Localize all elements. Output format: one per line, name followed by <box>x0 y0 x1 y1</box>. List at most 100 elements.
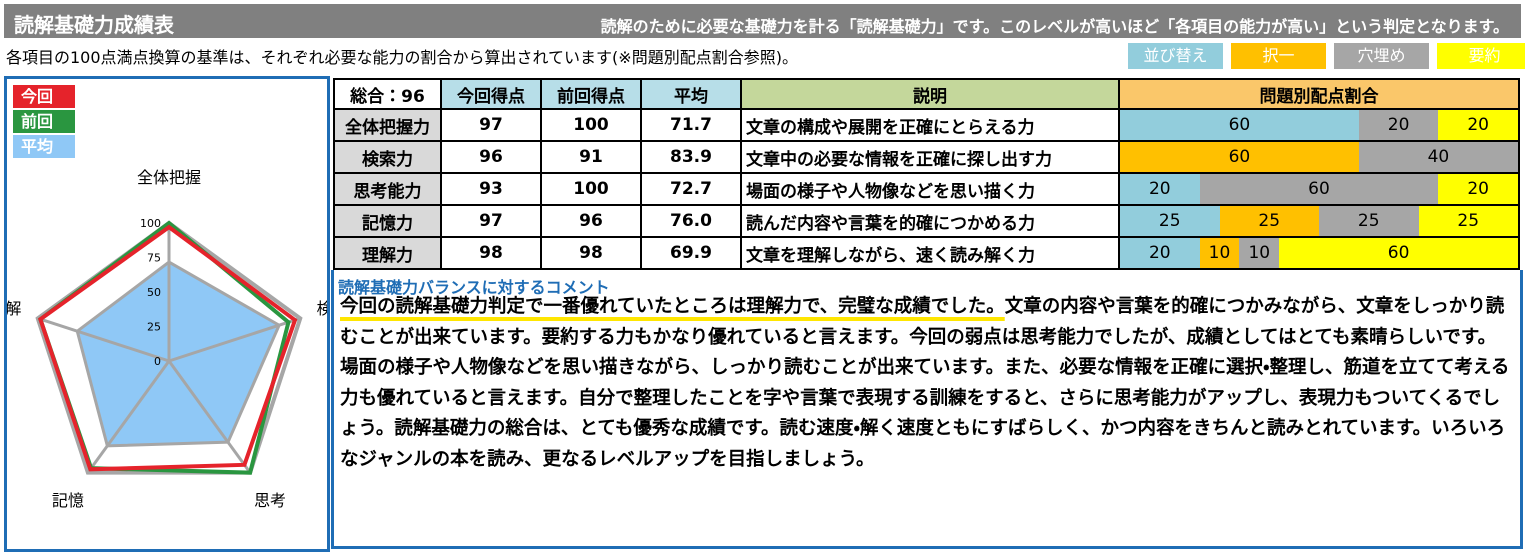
average-score: 71.7 <box>640 108 742 142</box>
average-score: 72.7 <box>640 172 742 206</box>
header-description: 読解のために必要な基礎力を計る「読解基礎力」です。このレベルが高いほど「各項目の… <box>600 17 1509 36</box>
current-score: 97 <box>440 108 542 142</box>
question-type-legend: 並び替え 択一 穴埋め 要約 <box>1128 43 1525 69</box>
comment-panel <box>331 270 1523 549</box>
segment: 20 <box>1120 238 1200 268</box>
legend-swatch <box>13 85 75 108</box>
table-row: 思考能力 93 100 72.7 場面の様子や人物像などを思い描く力 20 60 20 <box>333 172 1520 206</box>
question-type: 穴埋め <box>1334 43 1429 69</box>
spoke <box>37 316 170 363</box>
table-row: 検索力 96 91 83.9 文章中の必要な情報を正確に探し出す力 60 40 <box>333 140 1520 174</box>
legend-swatch <box>13 110 75 133</box>
distribution-bar: 60 40 <box>1120 142 1518 172</box>
total-score: 総合：96 <box>333 78 442 110</box>
description: 文章を理解しながら、速く読み解く力 <box>740 236 1120 270</box>
r-tick-label: 25 <box>147 321 161 334</box>
legend-label: 前回 <box>21 112 53 131</box>
description: 文章中の必要な情報を正確に探し出す力 <box>740 140 1120 174</box>
segment: 25 <box>1219 206 1319 236</box>
table-row: 全体把握力 97 100 71.7 文章の構成や展開を正確にとらえる力 60 20 20 <box>333 108 1520 142</box>
score-table: 総合：96 今回得点 前回得点 平均 説明 問題別配点割合 全体把握力 97 100 71.7 文章… <box>333 78 1520 270</box>
axis-label: 思考 <box>254 491 286 510</box>
spoke <box>168 316 301 363</box>
previous-score: 98 <box>540 236 642 270</box>
row-label: 全体把握力 <box>333 108 442 142</box>
column-header: 問題別配点割合 <box>1118 78 1520 110</box>
question-type: 要約 <box>1437 43 1525 69</box>
comment-title: 読解基礎力バランスに対するコメント <box>338 278 610 297</box>
question-type: 並び替え <box>1128 43 1223 69</box>
header-row: 総合：96 今回得点 前回得点 平均 説明 問題別配点割合 <box>333 78 1520 110</box>
r-tick-label: 75 <box>147 252 161 265</box>
note: 各項目の100点満点換算の基準は、それぞれ必要な能力の割合から算出されています(… <box>6 48 798 67</box>
distribution-bar: 25 25 25 25 <box>1120 206 1518 236</box>
segment: 25 <box>1418 206 1518 236</box>
legend-label: 平均 <box>21 137 53 156</box>
series-line <box>38 224 298 472</box>
row-label: 思考能力 <box>333 172 442 206</box>
legend-swatch <box>13 135 75 158</box>
segment: 20 <box>1438 110 1518 140</box>
legend-label: 今回 <box>21 87 53 106</box>
comment-highlight: 今回の読解基礎力判定で一番優れていたところは理解力で、完璧な成績でした。 <box>340 296 1005 317</box>
comment-text: 文章の内容や言葉を的確につかみながら、文章をしっかり読むことが出来ています。要約… <box>340 296 1510 470</box>
row-label: 検索力 <box>333 140 442 174</box>
segment: 20 <box>1120 174 1200 204</box>
r-tick-label: 0 <box>154 355 161 368</box>
header-bar: 読解基礎力成績表 読解のために必要な基礎力を計る「読解基礎力」です。このレベルが… <box>4 4 1521 38</box>
axis-label: 検索 <box>317 299 327 318</box>
segment: 10 <box>1199 238 1240 268</box>
r-tick-label: 50 <box>147 286 161 299</box>
page-title: 読解基礎力成績表 <box>14 13 174 37</box>
segment: 10 <box>1239 238 1280 268</box>
segment: 60 <box>1120 142 1359 172</box>
axis-label: 記憶 <box>52 491 84 510</box>
distribution: 20 60 20 <box>1118 172 1520 206</box>
row-label: 記憶力 <box>333 204 442 238</box>
description: 読んだ内容や言葉を的確につかめる力 <box>740 204 1120 238</box>
table-row: 記憶力 97 96 76.0 読んだ内容や言葉を的確につかめる力 25 25 25 25 <box>333 204 1520 238</box>
r-tick-label: 100 <box>140 217 161 230</box>
row-label: 理解力 <box>333 236 442 270</box>
distribution: 20 10 10 60 <box>1118 236 1520 270</box>
series-area <box>75 260 282 448</box>
segment: 40 <box>1358 142 1518 172</box>
axis-label: 全体把握 <box>137 168 201 187</box>
distribution: 60 40 <box>1118 140 1520 174</box>
segment: 25 <box>1120 206 1220 236</box>
segment: 20 <box>1438 174 1518 204</box>
description: 文章の構成や展開を正確にとらえる力 <box>740 108 1120 142</box>
previous-score: 91 <box>540 140 642 174</box>
previous-score: 96 <box>540 204 642 238</box>
distribution-bar: 20 10 10 60 <box>1120 238 1518 268</box>
current-score: 97 <box>440 204 542 238</box>
segment: 60 <box>1279 238 1518 268</box>
previous-score: 100 <box>540 108 642 142</box>
average-score: 76.0 <box>640 204 742 238</box>
average-score: 69.9 <box>640 236 742 270</box>
average-score: 83.9 <box>640 140 742 174</box>
distribution: 60 20 20 <box>1118 108 1520 142</box>
segment: 60 <box>1199 174 1439 204</box>
distribution-bar: 60 20 20 <box>1120 110 1518 140</box>
axis-label: 理解 <box>7 299 21 318</box>
current-score: 96 <box>440 140 542 174</box>
distribution: 25 25 25 25 <box>1118 204 1520 238</box>
comment-body: 今回の読解基礎力判定で一番優れていたところは理解力で、完璧な成績でした。文章の内… <box>340 292 1510 475</box>
column-header: 説明 <box>740 78 1120 110</box>
column-header: 平均 <box>640 78 742 110</box>
description: 場面の様子や人物像などを思い描く力 <box>740 172 1120 206</box>
column-header: 今回得点 <box>440 78 542 110</box>
previous-score: 100 <box>540 172 642 206</box>
segment: 20 <box>1358 110 1439 140</box>
question-type: 択一 <box>1231 43 1326 69</box>
distribution-bar: 20 60 20 <box>1120 174 1518 204</box>
current-score: 93 <box>440 172 542 206</box>
current-score: 98 <box>440 236 542 270</box>
column-header: 前回得点 <box>540 78 642 110</box>
spoke <box>167 360 252 474</box>
spoke <box>86 360 171 474</box>
